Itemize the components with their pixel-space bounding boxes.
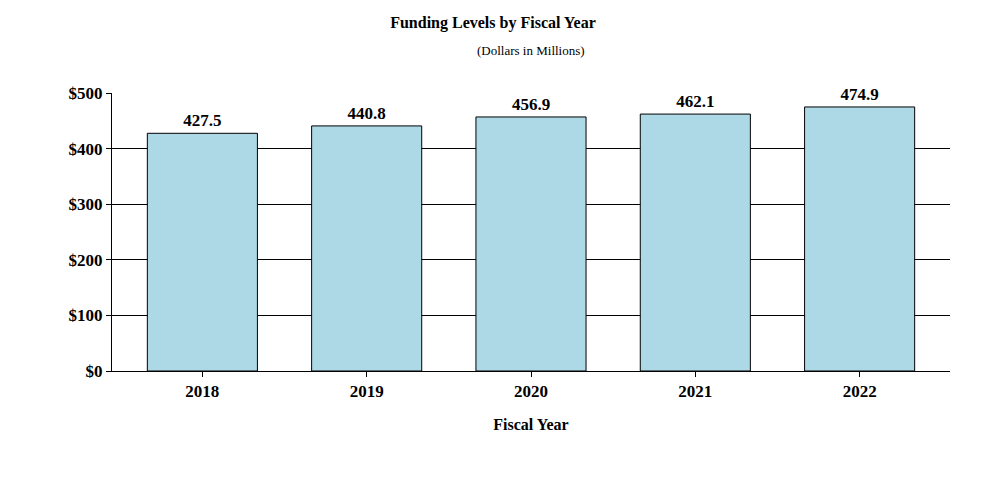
svg-text:440.8: 440.8 bbox=[348, 104, 386, 123]
svg-text:2021: 2021 bbox=[678, 382, 712, 401]
svg-text:456.9: 456.9 bbox=[512, 95, 550, 114]
svg-text:2019: 2019 bbox=[350, 382, 384, 401]
svg-text:$400: $400 bbox=[69, 140, 103, 159]
svg-text:Fiscal Year: Fiscal Year bbox=[493, 416, 568, 433]
svg-text:2022: 2022 bbox=[843, 382, 877, 401]
svg-text:$100: $100 bbox=[69, 306, 103, 325]
svg-text:2018: 2018 bbox=[185, 382, 219, 401]
svg-text:$200: $200 bbox=[69, 251, 103, 270]
svg-text:$300: $300 bbox=[69, 195, 103, 214]
svg-text:474.9: 474.9 bbox=[841, 85, 879, 104]
svg-text:(Dollars in Millions): (Dollars in Millions) bbox=[477, 43, 585, 58]
svg-text:$0: $0 bbox=[86, 362, 103, 381]
svg-text:2020: 2020 bbox=[514, 382, 548, 401]
svg-text:462.1: 462.1 bbox=[676, 92, 714, 111]
svg-text:427.5: 427.5 bbox=[183, 111, 221, 130]
svg-text:Funding Levels by Fiscal Year: Funding Levels by Fiscal Year bbox=[390, 14, 596, 32]
svg-text:$500: $500 bbox=[69, 84, 103, 103]
